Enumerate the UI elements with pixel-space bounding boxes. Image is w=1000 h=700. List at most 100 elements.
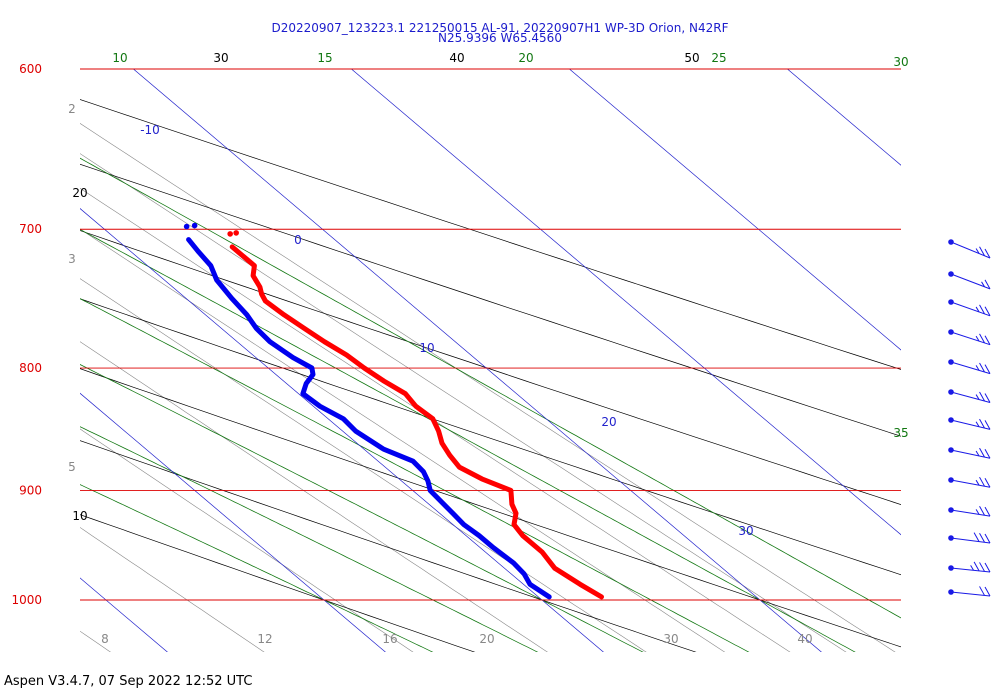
wind-barb-half-flag — [981, 281, 985, 288]
wind-barb-flag — [984, 477, 991, 488]
wind-barb-flag — [979, 586, 985, 596]
temperature-tick-label: 40 — [797, 632, 812, 646]
pressure-label: 900 — [19, 483, 42, 497]
wind-barb — [948, 447, 991, 459]
wind-barb-flag — [984, 279, 991, 290]
wind-barb — [948, 532, 991, 544]
dry-adiabat-line — [80, 514, 476, 652]
dry-adiabat-label: 30 — [213, 51, 228, 65]
dry-adiabat-line — [80, 368, 901, 648]
isotherm-line — [80, 577, 168, 652]
wind-barb-half-flag — [975, 306, 980, 313]
dry-adiabat-line — [80, 230, 901, 505]
wind-barb-flag — [979, 476, 985, 487]
wind-barb-flag — [979, 447, 985, 458]
temperature-tick-label: 30 — [663, 632, 678, 646]
mixing-ratio-label: 2 — [68, 102, 76, 116]
mixing-ratio-lines — [0, 16, 896, 661]
wind-barb-flag — [984, 364, 991, 374]
mixing-ratio-line — [80, 341, 548, 652]
isotherm-label: 10 — [419, 341, 434, 355]
dry-adiabat-line — [80, 440, 697, 652]
dry-adiabat-label: 10 — [72, 509, 87, 523]
pressure-label: 600 — [19, 62, 42, 76]
wind-barb-flag — [979, 391, 985, 402]
isobar-lines: 600 700 800 900 1000 — [11, 62, 901, 607]
pressure-label: 700 — [19, 222, 42, 236]
dewpoint-top-point — [191, 222, 198, 229]
temperature-tick-label: 16 — [382, 632, 397, 646]
moist-adiabat-line — [80, 228, 856, 652]
pressure-label: 1000 — [11, 593, 42, 607]
dry-adiabat-label: 20 — [72, 186, 87, 200]
wind-barb-flag — [979, 418, 985, 429]
moist-adiabat-label: 20 — [518, 51, 533, 65]
mixing-ratio-label: 5 — [68, 460, 76, 474]
dry-adiabat-label: 50 — [684, 51, 699, 65]
isotherm-label: -10 — [140, 123, 160, 137]
wind-barb-shaft — [950, 301, 991, 317]
wind-barb-half-flag — [975, 509, 980, 515]
dry-adiabat-lines — [80, 99, 901, 652]
temperature-tick-label: 8 — [101, 632, 109, 646]
wind-barb — [948, 389, 991, 403]
moist-adiabat-line — [80, 484, 434, 652]
temperature-top-point — [227, 231, 233, 237]
isotherm-line — [132, 69, 822, 652]
footer-text: Aspen V3.4.7, 07 Sep 2022 12:52 UTC — [4, 674, 253, 689]
isotherm-label: 0 — [294, 233, 302, 247]
wind-barb — [948, 476, 991, 488]
isotherm-lines — [80, 69, 901, 652]
wind-barb-shaft — [950, 509, 991, 517]
wind-barb — [948, 329, 991, 346]
wind-barb-flag — [984, 506, 991, 517]
moist-adiabat-line — [80, 298, 750, 652]
wind-barb-shaft — [950, 391, 991, 403]
wind-barb-flag — [979, 506, 985, 516]
wind-barb-flag — [979, 362, 985, 373]
temperature-top-point — [233, 230, 239, 236]
mixing-ratio-line — [0, 16, 7, 661]
sounding-profiles — [183, 222, 604, 600]
dry-adiabat-label: 40 — [449, 51, 464, 65]
dry-adiabat-line — [80, 298, 901, 576]
dry-adiabat-line — [80, 99, 901, 370]
wind-barb-flag — [984, 306, 991, 317]
wind-barb-flag — [979, 562, 985, 572]
wind-barb — [948, 586, 991, 597]
wind-barb-flag — [984, 449, 991, 459]
moist-adiabat-label: 10 — [112, 51, 127, 65]
mixing-ratio-label: 3 — [68, 252, 76, 266]
wind-barb-half-flag — [975, 335, 980, 342]
wind-barb-flag — [984, 393, 991, 403]
wind-barb-shaft — [950, 361, 991, 375]
mixing-ratio-line — [80, 428, 414, 652]
moist-adiabat-line — [80, 364, 644, 652]
wind-barb-flag — [973, 532, 980, 542]
temperature-tick-label: 20 — [479, 632, 494, 646]
wind-barb-shaft — [950, 537, 991, 544]
dry-adiabat-line — [80, 163, 901, 437]
moist-adiabat-label: 35 — [893, 426, 908, 440]
mixing-ratio-line — [80, 123, 896, 652]
wind-barb-flag — [984, 533, 991, 544]
isotherm-line — [350, 69, 901, 536]
wind-barb — [948, 506, 991, 517]
moist-adiabat-lines — [80, 157, 901, 652]
dewpoint-profile-line — [186, 237, 552, 600]
wind-barb-flag — [979, 246, 985, 257]
wind-barb-shaft — [950, 479, 991, 488]
wind-barb-flag — [979, 304, 985, 315]
isotherm-label: 20 — [601, 415, 616, 429]
moist-adiabat-label: 15 — [317, 51, 332, 65]
wind-barbs — [948, 239, 991, 597]
wind-barb-half-flag — [975, 365, 980, 371]
wind-barb — [948, 299, 991, 317]
mixing-ratio-line — [80, 187, 791, 652]
isotherm-line — [786, 69, 901, 166]
wind-barb-flag — [984, 562, 991, 573]
wind-barb — [948, 417, 991, 430]
mixing-ratio-line — [80, 153, 847, 652]
wind-barb-shaft — [950, 419, 991, 430]
